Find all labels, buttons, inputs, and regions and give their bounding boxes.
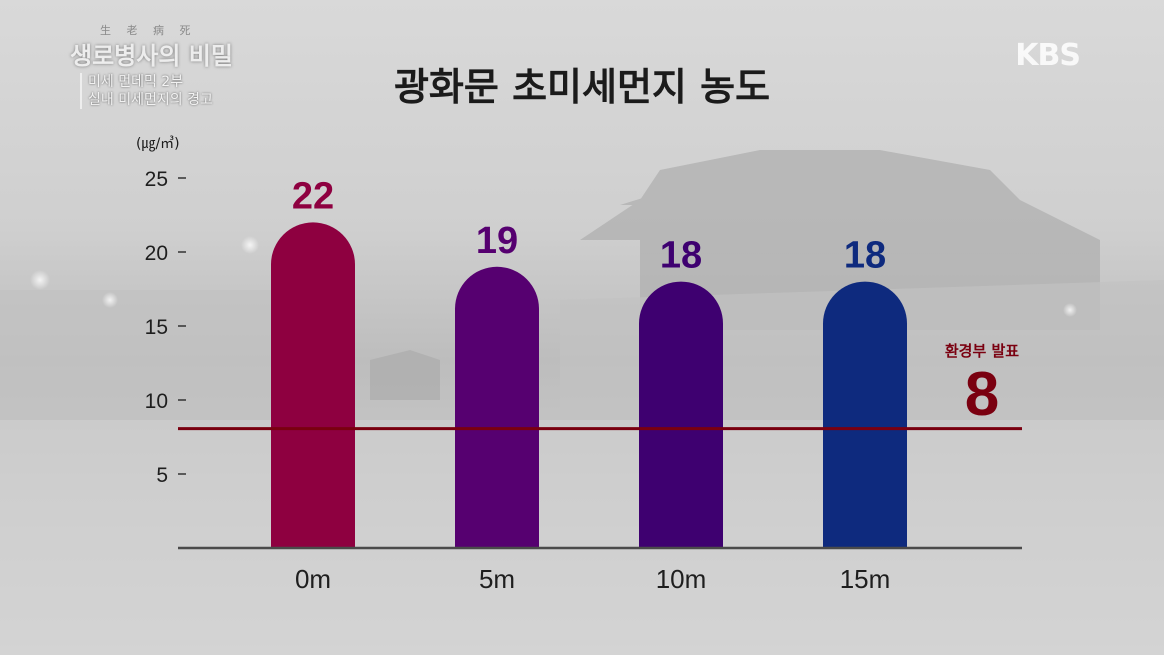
reference-line-value: 8 bbox=[965, 360, 999, 429]
bar-value-label: 22 bbox=[292, 175, 334, 217]
y-tick-label: 10 bbox=[145, 390, 168, 413]
bar bbox=[823, 281, 907, 548]
x-category-label: 0m bbox=[295, 564, 331, 594]
bar bbox=[455, 266, 539, 548]
logo-hanja: 生 老 病 死 bbox=[100, 24, 197, 37]
episode-line-1: 미세 먼데믹 2부 bbox=[88, 74, 184, 90]
program-logo: 生 老 病 死 생로병사의 비밀 미세 먼데믹 2부 실내 미세먼지의 경고 bbox=[70, 22, 270, 109]
x-category-label: 5m bbox=[479, 564, 515, 594]
chart-title: 광화문 초미세먼지 농도 bbox=[393, 65, 771, 109]
x-category-label: 10m bbox=[656, 564, 707, 594]
broadcaster-logo: KBS bbox=[1015, 38, 1081, 73]
bar bbox=[271, 222, 355, 548]
y-tick-label: 25 bbox=[145, 168, 168, 191]
program-title: 생로병사의 비밀 bbox=[70, 41, 233, 70]
reference-line-label: 환경부 발표 bbox=[945, 342, 1019, 360]
y-tick-label: 20 bbox=[145, 242, 168, 265]
x-category-label: 15m bbox=[840, 564, 891, 594]
bar-value-label: 18 bbox=[660, 235, 702, 277]
y-axis-unit: (㎍/㎥) bbox=[136, 136, 180, 152]
y-tick-label: 5 bbox=[156, 464, 168, 487]
bar bbox=[639, 281, 723, 548]
episode-line-2: 실내 미세먼지의 경고 bbox=[88, 92, 213, 108]
episode-subtitle: 미세 먼데믹 2부 실내 미세먼지의 경고 bbox=[80, 73, 270, 109]
y-tick-label: 15 bbox=[145, 316, 168, 339]
bar-value-label: 18 bbox=[844, 235, 886, 277]
bar-value-label: 19 bbox=[476, 220, 518, 262]
